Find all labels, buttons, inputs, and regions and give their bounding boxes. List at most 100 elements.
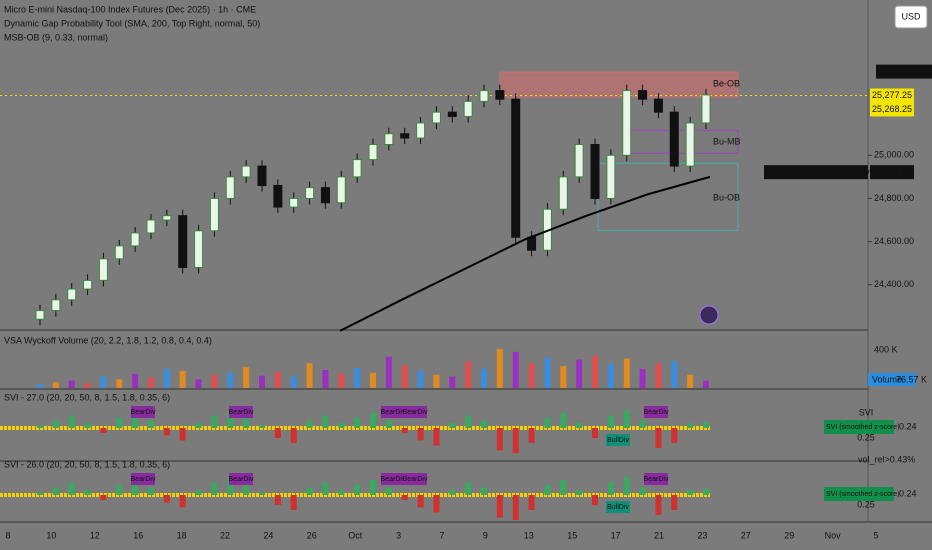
x-tick-label: 15 — [567, 530, 577, 540]
svi-bar — [68, 482, 75, 495]
y-tick-label: 24,400.00 — [874, 279, 914, 289]
svi-bar — [592, 428, 598, 438]
svi-note: vol_rel>0.43% — [858, 454, 915, 464]
svi-bar — [417, 428, 424, 441]
x-tick-label: Oct — [348, 530, 363, 540]
svi-bar — [37, 425, 43, 428]
svi-bar — [528, 495, 535, 510]
svi-bar — [465, 482, 472, 495]
candle — [653, 98, 663, 113]
x-tick-label: 16 — [133, 530, 143, 540]
volume-bar — [385, 356, 392, 388]
chart-title: Micro E-mini Nasdaq-100 Index Futures (D… — [4, 4, 256, 14]
candle — [352, 159, 362, 178]
volume-bar — [544, 357, 551, 388]
volume-bar — [116, 379, 123, 388]
candle — [51, 299, 61, 312]
svi-bar — [195, 423, 202, 428]
zone-label: Bu-MB — [713, 137, 741, 147]
replay-icon[interactable] — [699, 305, 719, 325]
high-label: High — [878, 66, 897, 76]
svi-bar — [417, 495, 424, 508]
svi-bar — [84, 423, 91, 428]
svi-bar — [148, 420, 154, 428]
svi-bar — [544, 418, 551, 428]
x-tick-label: 12 — [90, 530, 100, 540]
candle — [130, 232, 140, 247]
candle — [685, 122, 695, 167]
volume-bar — [306, 363, 313, 388]
volume-bar — [576, 359, 583, 388]
svi-bar — [607, 415, 614, 428]
svi-bar — [306, 420, 313, 428]
volume-bar — [512, 351, 519, 388]
volume-bar — [655, 363, 662, 388]
div-label: BearDiv — [131, 409, 156, 416]
ma-label-box — [764, 165, 868, 180]
svi-bar — [322, 415, 329, 428]
div-label: BullDiv — [607, 504, 629, 511]
volume-bar — [259, 375, 265, 388]
svi-bar — [544, 485, 551, 495]
legend-value: 0.24 — [899, 488, 917, 498]
candle — [273, 184, 283, 208]
svi-bar — [560, 480, 567, 495]
svi-value: 0.25 — [857, 432, 875, 442]
candle — [590, 144, 600, 199]
svi-bar — [84, 490, 91, 495]
div-tag — [644, 406, 668, 418]
svi-bar — [639, 487, 646, 495]
volume-label: Volume — [872, 374, 902, 384]
svi-bar — [481, 420, 487, 428]
candle — [416, 122, 426, 139]
currency-button[interactable] — [894, 5, 928, 29]
svi-bar — [703, 422, 709, 428]
volume-last: 76.57 K — [896, 374, 927, 384]
sma-line — [339, 175, 711, 332]
x-tick-label: 7 — [439, 530, 444, 540]
svi-bar — [354, 485, 361, 495]
candle — [558, 176, 568, 210]
div-tag — [131, 473, 155, 485]
svi-bar — [227, 477, 234, 495]
div-label: BullDiv — [607, 437, 629, 444]
volume-bar — [687, 374, 694, 388]
svi-bar — [338, 490, 345, 495]
svi-bar — [401, 428, 408, 433]
candle — [178, 215, 188, 268]
candle — [606, 154, 616, 199]
candle — [162, 215, 172, 221]
volume-bar — [433, 374, 440, 388]
currency-label[interactable]: USD — [901, 11, 921, 21]
div-label: BearDiv — [381, 476, 406, 483]
candle — [447, 111, 457, 117]
volume-bar — [354, 368, 361, 388]
x-tick-label: 3 — [396, 530, 401, 540]
svi-bar — [560, 413, 567, 428]
div-tag — [229, 473, 253, 485]
svi-name: SVI — [859, 407, 874, 417]
svi-bar — [116, 485, 123, 495]
y-tick-label: 400 K — [874, 344, 898, 354]
volume-bar — [84, 383, 91, 388]
div-tag — [229, 406, 253, 418]
volume-label-box — [868, 373, 916, 386]
svi-bar — [623, 477, 630, 495]
div-label: BearDiv — [644, 409, 669, 416]
svi-bar — [370, 413, 376, 428]
svi-bar — [132, 413, 139, 428]
svi-bar — [211, 415, 218, 428]
x-tick-label: 23 — [697, 530, 707, 540]
legend-box — [824, 420, 894, 434]
candle — [479, 90, 489, 102]
svi-bar — [306, 487, 313, 495]
candle — [98, 258, 108, 281]
svi-bar — [623, 410, 630, 428]
volume-bar — [623, 358, 630, 388]
candle — [225, 176, 235, 199]
candle — [527, 236, 537, 251]
volume-bar — [607, 364, 614, 388]
svi-bar — [148, 487, 154, 495]
y-tick-label: 24,600.00 — [874, 236, 914, 246]
